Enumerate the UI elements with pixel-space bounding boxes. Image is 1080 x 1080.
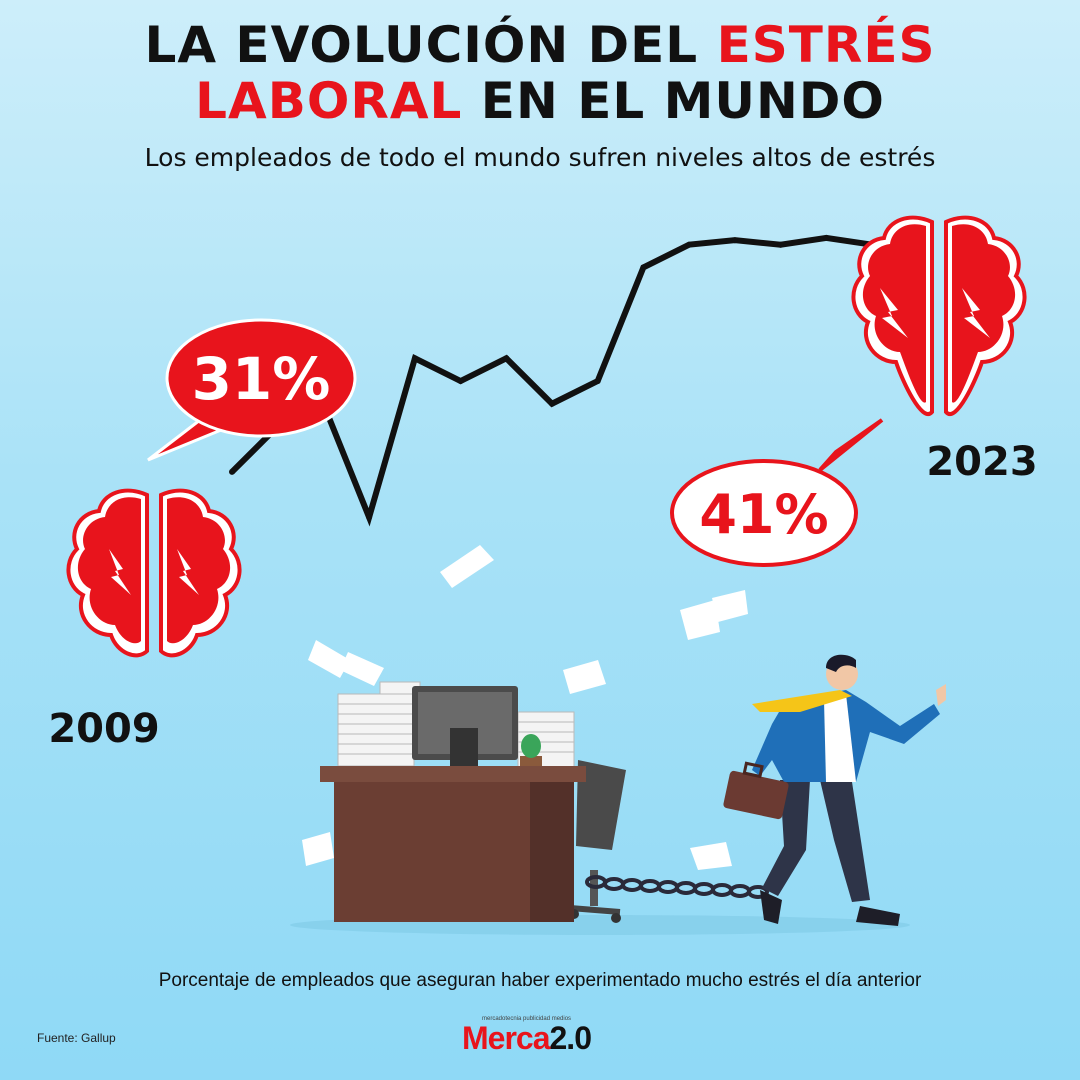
year-label-2023: 2023 [926, 439, 1037, 485]
data-point-2022 [823, 234, 830, 241]
desk-scene [320, 681, 769, 923]
data-point-2009 [229, 468, 235, 475]
title-highlight: ESTRÉS [716, 16, 936, 74]
logo: mercadotecnia publicidad medios Merca2.0 [462, 1016, 622, 1056]
subtitle: Los empleados de todo el mundo sufren ni… [144, 143, 936, 172]
data-point-2017 [594, 378, 601, 384]
value-label-2023: 41% [699, 483, 828, 546]
data-point-2018 [640, 264, 647, 271]
data-point-2016 [549, 400, 555, 407]
series-layer [229, 234, 875, 527]
chair-icon [569, 760, 626, 923]
brain-icon-2009 [66, 488, 242, 658]
logo-tagline: mercadotecnia publicidad medios [482, 1016, 572, 1022]
title-line-1: LA EVOLUCIÓN DEL ESTRÉS [0, 20, 1080, 70]
data-point-2015 [503, 355, 510, 362]
data-point-2020 [731, 237, 738, 244]
chart-caption: Porcentaje de empleados que aseguran hab… [158, 970, 922, 991]
businessman-icon [723, 654, 946, 926]
value-bubble-2023: 41% [670, 418, 884, 567]
plant-icon [520, 734, 542, 768]
chain-icon [585, 875, 769, 899]
source-note: Fuente: Gallup [37, 1031, 116, 1045]
flying-papers [302, 545, 748, 870]
data-point-2019 [686, 241, 693, 248]
title-part: LA EVOLUCIÓN DEL [144, 16, 717, 74]
briefcase-icon [723, 761, 789, 820]
brain-icon-2023 [851, 215, 1027, 417]
title-line-2: LABORAL EN EL MUNDO [0, 76, 1080, 126]
logo-text: Merca2.0 [462, 1020, 592, 1057]
monitor-icon [412, 686, 518, 768]
data-point-2012 [366, 514, 373, 521]
data-point-2013 [411, 355, 418, 362]
desk-icon [320, 766, 586, 922]
year-label-2009: 2009 [48, 706, 159, 752]
logo-main: Merca [462, 1020, 550, 1056]
logo-suffix: 2.0 [549, 1020, 592, 1056]
data-point-2021 [777, 241, 784, 248]
data-point-2014 [457, 378, 464, 384]
value-bubble-2009: 31% [147, 318, 357, 462]
title-part: EN EL MUNDO [462, 72, 885, 130]
title-highlight: LABORAL [195, 72, 463, 130]
value-label-2009: 31% [192, 345, 331, 413]
